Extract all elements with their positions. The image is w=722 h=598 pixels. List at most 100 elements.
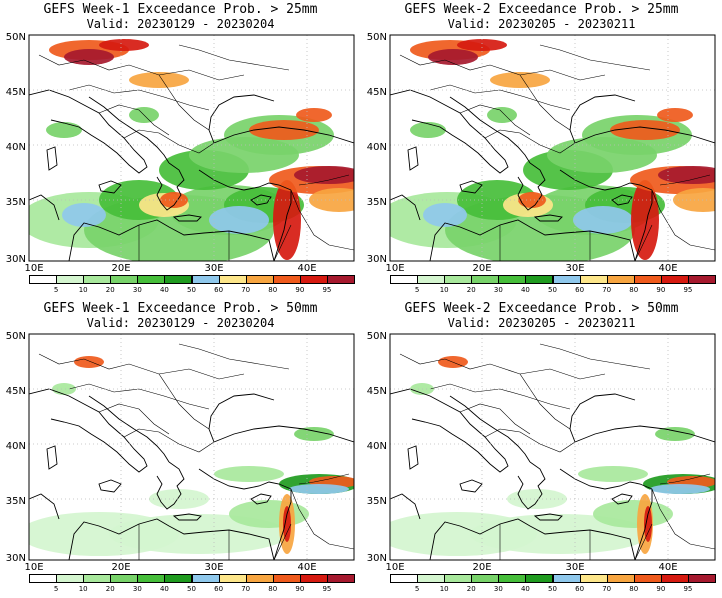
colorbar-label: 20 — [105, 585, 115, 593]
colorbar-label: 80 — [268, 585, 278, 593]
country-border — [298, 473, 350, 485]
colorbar-swatch — [471, 275, 500, 284]
coastline — [29, 493, 60, 520]
colorbar-swatch — [272, 275, 301, 284]
map-panel-week2-50mm: GEFS Week-2 Exceedance Prob. > 50mm Vali… — [361, 299, 722, 598]
coastline — [98, 180, 122, 194]
probability-area — [655, 427, 695, 441]
country-border — [634, 523, 653, 560]
coastline — [198, 468, 292, 490]
colorbar-legend: 5 10 20 30 40 50 60 70 80 90 95 — [29, 574, 355, 596]
probability-area — [573, 206, 633, 234]
probability-area — [149, 489, 209, 509]
colorbar-swatch — [687, 275, 716, 284]
colorbar-label: 10 — [439, 286, 449, 294]
country-border — [123, 129, 215, 154]
colorbar-swatch — [110, 574, 139, 583]
latitude-label: 35N — [6, 197, 26, 208]
colorbar-swatch — [606, 275, 635, 284]
panel-title: GEFS Week-1 Exceedance Prob. > 25mm — [43, 2, 318, 17]
probability-area — [423, 203, 467, 227]
longitude-label: 20E — [111, 263, 130, 274]
probability-area — [644, 506, 652, 542]
country-border — [659, 473, 711, 485]
probability-area — [46, 122, 82, 138]
country-border — [429, 84, 571, 111]
latitude-label: 40N — [6, 142, 26, 153]
latitude-label: 40N — [367, 441, 387, 452]
coastline — [68, 518, 275, 560]
colorbar-swatch — [245, 275, 274, 284]
longitude-label: 20E — [472, 263, 491, 274]
coastline — [429, 219, 636, 261]
probability-area — [507, 489, 567, 509]
coastline — [634, 489, 653, 560]
coastline — [459, 180, 483, 194]
colorbar-label: 40 — [159, 585, 169, 593]
coastline — [449, 395, 531, 463]
coastline — [517, 162, 546, 211]
longitude-label: 10E — [385, 263, 404, 274]
panel-title: GEFS Week-2 Exceedance Prob. > 25mm — [404, 2, 679, 17]
coastline — [574, 126, 715, 144]
longitude-label: 30E — [565, 263, 584, 274]
probability-area — [610, 120, 680, 140]
coastline — [429, 518, 636, 560]
colorbar-swatch — [498, 574, 527, 583]
probability-area — [487, 107, 517, 123]
coastline — [156, 162, 185, 211]
colorbar-label: 5 — [53, 286, 59, 294]
colorbar-swatch — [191, 275, 220, 284]
coastline — [29, 89, 148, 174]
colorbar-swatch — [390, 574, 419, 583]
country-border — [290, 189, 354, 251]
colorbar-label: 30 — [132, 286, 142, 294]
coastline — [533, 513, 563, 521]
probability-area — [410, 122, 446, 138]
coastline — [213, 425, 354, 443]
longitude-label: 30E — [204, 562, 223, 573]
colorbar-label: 5 — [414, 585, 420, 593]
coastline — [390, 194, 421, 221]
latitude-label: 30N — [367, 553, 387, 564]
colorbar-swatch — [110, 275, 139, 284]
panel-valid-dates: Valid: 20230205 - 20230211 — [447, 316, 636, 330]
coastline — [172, 513, 202, 521]
country-border — [68, 84, 210, 111]
colorbar-swatch — [444, 275, 473, 284]
colorbar-label: 10 — [78, 286, 88, 294]
country-border — [484, 129, 576, 154]
latitude-label: 30N — [6, 254, 26, 265]
colorbar-label: 40 — [159, 286, 169, 294]
colorbar-label: 60 — [575, 585, 585, 593]
colorbar-label: 20 — [466, 286, 476, 294]
coastline — [390, 493, 421, 520]
colorbar-label: 40 — [520, 286, 530, 294]
latitude-label: 30N — [6, 553, 26, 564]
country-border — [459, 403, 531, 435]
probability-area — [296, 108, 332, 122]
probability-area — [470, 514, 650, 554]
colorbar-label: 50 — [548, 585, 557, 593]
colorbar-swatch — [56, 574, 85, 583]
longitude-label: 20E — [111, 562, 130, 573]
probability-area — [294, 166, 354, 184]
colorbar-label: 50 — [187, 585, 196, 593]
longitude-label: 10E — [385, 562, 404, 573]
coastline — [533, 214, 563, 222]
colorbar-label: 30 — [493, 286, 503, 294]
latitude-label: 45N — [6, 87, 26, 98]
coastline — [68, 219, 275, 261]
latitude-label: 50N — [6, 32, 26, 43]
colorbar-label: 70 — [241, 585, 251, 593]
country-border — [539, 44, 651, 71]
panel-valid-dates: Valid: 20230205 - 20230211 — [447, 17, 636, 31]
country-border — [123, 428, 215, 453]
coastline — [156, 461, 185, 510]
country-border — [484, 428, 576, 453]
probability-area — [309, 188, 354, 212]
map-panel-week1-25mm: GEFS Week-1 Exceedance Prob. > 25mm Vali… — [0, 0, 361, 299]
probability-area — [518, 192, 546, 208]
